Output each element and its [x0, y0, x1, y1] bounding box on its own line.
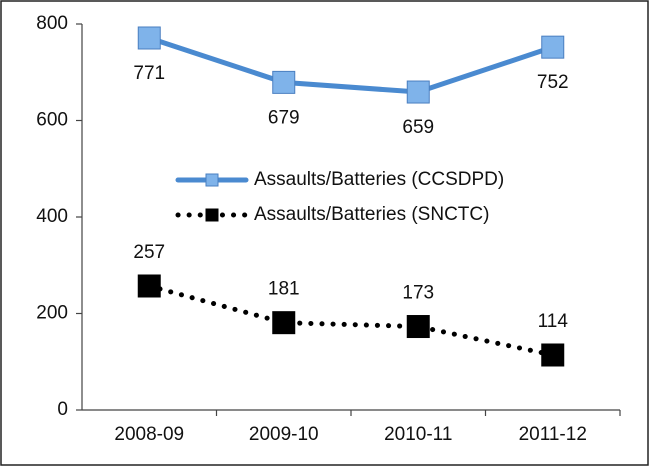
marker: [541, 343, 565, 367]
marker: [272, 70, 296, 94]
x-tick-label: 2008-09: [114, 424, 184, 445]
y-tick-label: 200: [36, 303, 68, 324]
legend-label: Assaults/Batteries (CCSDPD): [254, 169, 504, 190]
data-label: 771: [133, 63, 165, 84]
legend-marker: [205, 173, 219, 187]
marker: [406, 80, 430, 104]
data-label: 679: [268, 107, 300, 128]
y-tick-label: 400: [36, 206, 68, 227]
series-line: [146, 283, 556, 358]
marker: [272, 311, 296, 335]
y-tick-label: 800: [36, 13, 68, 34]
data-label: 114: [538, 311, 569, 332]
data-label: 173: [402, 283, 434, 304]
series-line: [146, 35, 556, 95]
x-tick-label: 2010-11: [384, 424, 452, 445]
legend-marker: [205, 208, 219, 222]
y-tick-label: 0: [57, 399, 68, 420]
data-label: 181: [268, 279, 300, 300]
data-label: 659: [402, 117, 434, 138]
legend-label: Assaults/Batteries (SNCTC): [254, 204, 489, 225]
marker: [137, 274, 161, 298]
data-label: 752: [537, 72, 569, 93]
x-tick-label: 2009-10: [249, 424, 319, 445]
marker: [406, 315, 430, 339]
marker: [137, 26, 161, 50]
x-tick-label: 2011-12: [519, 424, 587, 445]
marker: [541, 35, 565, 59]
y-tick-label: 600: [36, 110, 68, 131]
data-label: 257: [133, 242, 165, 263]
